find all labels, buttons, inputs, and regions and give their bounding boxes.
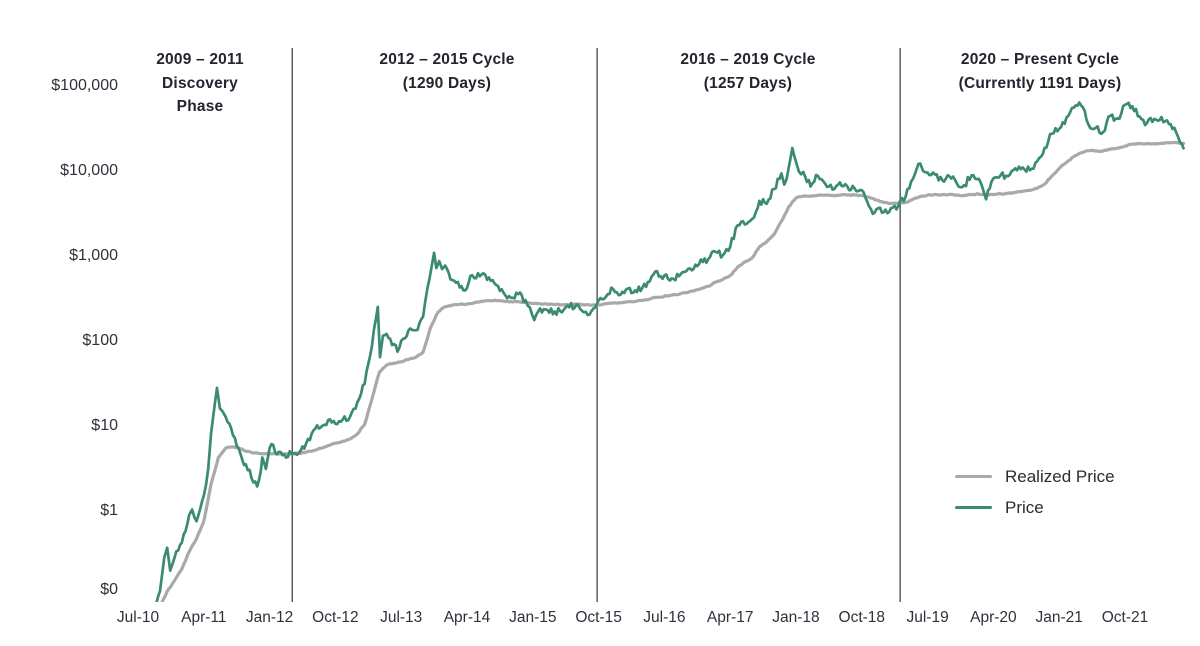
cycle-title-line: 2012 – 2015 Cycle (379, 51, 515, 68)
cycle-title-line: (1257 Days) (703, 74, 793, 92)
cycle-title-line: (Currently 1191 Days) (958, 74, 1122, 92)
cycle-title-line: (1290 Days) (402, 74, 492, 92)
y-axis-label: $10,000 (60, 162, 118, 179)
legend-label-price: Price (1005, 497, 1044, 517)
cycle-title-2012-2015: 2012 – 2015 Cycle (1290 Days) (379, 48, 514, 95)
x-axis-label: Apr-14 (443, 609, 491, 626)
cycle-title-line: Phase (176, 98, 224, 115)
x-axis-label: Jul-10 (116, 609, 160, 626)
cycle-title-line: Discovery (162, 74, 238, 92)
legend-item-price: Price (955, 492, 1115, 523)
x-axis-label: Oct-12 (312, 609, 359, 626)
x-axis-label: Jan-12 (245, 609, 294, 626)
y-axis-label: $10 (91, 417, 118, 434)
cycle-title-2016-2019: 2016 – 2019 Cycle (1257 Days) (680, 48, 815, 95)
x-axis-label: Oct-15 (575, 609, 622, 626)
x-axis-label: Jan-18 (772, 609, 820, 626)
x-axis-label: Jul-16 (643, 609, 686, 626)
y-axis-label: $100,000 (51, 77, 118, 94)
legend: Realized Price Price (955, 461, 1115, 523)
x-axis-label: Jan-21 (1035, 609, 1083, 626)
y-axis-label: $1 (100, 502, 118, 519)
y-axis-label: $0 (100, 581, 118, 598)
x-axis-label: Apr-11 (181, 609, 227, 626)
x-axis-label: Jul-19 (906, 609, 949, 626)
cycle-title-discovery-phase: 2009 – 2011 Discovery Phase (156, 48, 244, 119)
price-swatch (955, 505, 992, 510)
y-axis-label: $100 (82, 332, 118, 349)
y-axis-label: $1,000 (69, 247, 118, 264)
realized-price-swatch (955, 474, 992, 479)
x-axis-label: Oct-21 (1101, 609, 1149, 626)
cycle-title-2020-present: 2020 – Present Cycle (Currently 1191 Day… (959, 48, 1122, 95)
realized-price-line (160, 140, 1186, 602)
cycle-title-line: 2020 – Present Cycle (960, 51, 1120, 68)
price-line (155, 101, 1185, 602)
x-axis-label: Jan-15 (509, 609, 557, 626)
legend-label-realized-price: Realized Price (1005, 466, 1115, 486)
x-axis-label: Apr-17 (706, 609, 754, 626)
cycle-title-line: 2016 – 2019 Cycle (680, 51, 816, 68)
x-axis-label: Apr-20 (970, 609, 1017, 626)
x-axis-label: Oct-18 (838, 609, 886, 626)
legend-item-realized-price: Realized Price (955, 461, 1115, 492)
x-axis-label: Jul-13 (380, 609, 423, 626)
cycle-title-line: 2009 – 2011 (156, 51, 244, 68)
